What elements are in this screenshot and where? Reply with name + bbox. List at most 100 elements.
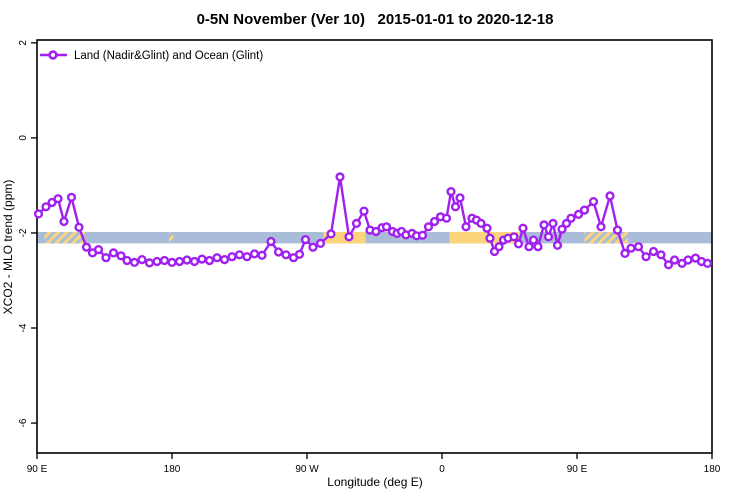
data-point (566, 213, 576, 223)
land-band-segment (584, 232, 628, 244)
data-point (620, 248, 630, 259)
legend-label: Land (Nadir&Glint) and Ocean (Glint) (74, 50, 263, 62)
data-point (641, 252, 651, 262)
data-point (227, 252, 237, 262)
data-point (605, 191, 615, 201)
data-point (137, 255, 147, 265)
data-point (197, 254, 207, 264)
data-point (351, 218, 362, 229)
ocean-band-segment (37, 232, 712, 244)
data-point (524, 242, 534, 252)
data-point (552, 240, 563, 250)
data-point (423, 222, 434, 232)
data-point (494, 242, 504, 252)
data-point (108, 248, 119, 258)
data-point (41, 202, 51, 212)
data-point (242, 252, 252, 262)
chart-title: 0-5N November (Ver 10) 2015-01-01 to 202… (197, 11, 554, 28)
data-point (66, 192, 77, 202)
x-tick-label: 180 (164, 464, 181, 475)
data-point (204, 255, 215, 266)
data-point (234, 250, 245, 260)
data-point (266, 236, 276, 247)
data-point (53, 194, 63, 204)
land-band-segment (169, 232, 174, 244)
data-point (189, 256, 200, 267)
data-point (648, 246, 659, 257)
data-point (174, 256, 185, 267)
data-point (417, 230, 428, 240)
data-point (144, 258, 155, 268)
data-point (116, 251, 126, 261)
data-point (167, 257, 177, 268)
data-point (344, 232, 354, 242)
data-point (476, 218, 486, 229)
y-tick-label: -6 (18, 418, 29, 427)
data-point (429, 216, 440, 227)
data-point (528, 235, 539, 245)
data-point (257, 250, 267, 260)
x-tick-label: 180 (704, 464, 721, 475)
data-point (33, 209, 44, 219)
data-point (557, 224, 567, 234)
data-point (441, 213, 452, 223)
land-band-segment (449, 232, 520, 244)
x-tick-label: 0 (439, 464, 445, 475)
y-tick-label: 0 (18, 135, 29, 141)
data-point (273, 247, 284, 257)
legend-marker-icon (48, 50, 58, 60)
data-point (74, 222, 84, 232)
data-point (47, 197, 57, 208)
data-point (249, 249, 260, 259)
land-band-segment (44, 232, 85, 244)
legend: Land (Nadir&Glint) and Ocean (Glint) (40, 50, 263, 62)
data-point (461, 222, 471, 232)
y-tick-label: 2 (18, 40, 29, 46)
data-point (579, 205, 590, 215)
data-line (37, 175, 709, 266)
plot-box (36, 39, 713, 454)
data-point (656, 250, 666, 260)
data-point (182, 255, 192, 265)
data-point (308, 242, 318, 252)
data-point (573, 209, 584, 220)
data-point (59, 216, 69, 227)
data-point (683, 255, 693, 265)
data-point (300, 235, 311, 245)
data-point (446, 187, 456, 197)
data-point (455, 193, 465, 203)
x-tick-label: 90 W (295, 464, 319, 475)
data-point (533, 242, 543, 252)
x-axis-label: Longitude (deg E) (327, 475, 422, 489)
data-point (101, 253, 111, 263)
axis-ticks: 90 E 180 90 W 0 90 E 180 2 0 -2 -4 -6 (18, 40, 721, 475)
y-axis-label: XCO2 - MLO trend (ppm) (1, 180, 15, 315)
data-point (212, 253, 222, 263)
data-point (335, 172, 345, 182)
y-tick-label: -4 (18, 323, 29, 332)
data-point (596, 222, 606, 232)
data-point (219, 255, 230, 265)
data-point (485, 233, 495, 243)
data-point (702, 258, 713, 269)
y-tick-label: -2 (18, 228, 29, 237)
x-tick-label: 90 E (567, 464, 588, 475)
data-point (359, 206, 369, 216)
data-point (326, 229, 336, 239)
data-point (281, 250, 291, 260)
data-point (669, 255, 680, 265)
data-point (633, 242, 644, 252)
data-point (122, 255, 132, 266)
data-point (663, 260, 674, 270)
data-point (371, 226, 381, 237)
data-point (513, 239, 524, 249)
data-point (543, 232, 554, 242)
data-point (626, 243, 636, 253)
data-point (381, 222, 392, 232)
data-point (612, 225, 623, 235)
data-point (482, 223, 492, 233)
data-point (159, 255, 170, 266)
x-tick-label: 90 E (27, 464, 48, 475)
